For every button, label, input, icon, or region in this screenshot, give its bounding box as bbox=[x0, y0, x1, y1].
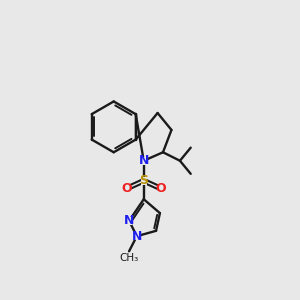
Text: O: O bbox=[122, 182, 132, 195]
Text: N: N bbox=[124, 214, 134, 227]
Text: CH₃: CH₃ bbox=[119, 253, 139, 263]
Text: S: S bbox=[139, 174, 148, 187]
Bar bbox=[158, 184, 164, 193]
Text: N: N bbox=[132, 230, 142, 243]
Bar bbox=[134, 232, 140, 240]
Text: N: N bbox=[139, 154, 149, 167]
Bar bbox=[141, 176, 147, 185]
Text: O: O bbox=[155, 182, 166, 195]
Bar bbox=[141, 157, 147, 165]
Bar bbox=[126, 217, 132, 225]
Bar bbox=[124, 184, 130, 193]
